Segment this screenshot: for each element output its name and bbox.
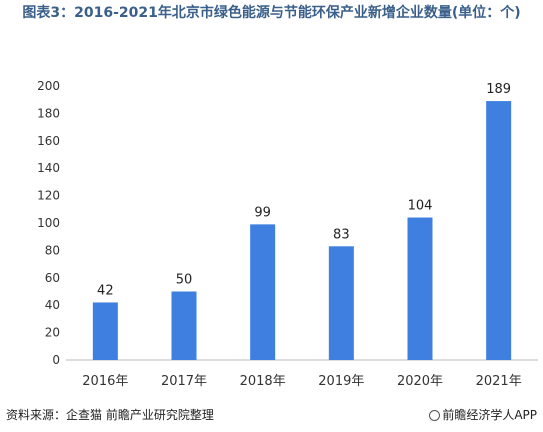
brand-logo-icon	[429, 410, 441, 421]
data-label: 50	[176, 273, 193, 288]
bar	[486, 101, 512, 360]
bar	[250, 224, 276, 360]
y-tick-label: 40	[45, 298, 60, 312]
y-tick-label: 140	[37, 161, 60, 175]
y-tick-label: 160	[37, 134, 60, 148]
bar	[328, 246, 354, 360]
chart-title: 图表3：2016-2021年北京市绿色能源与节能环保产业新增企业数量(单位：个)	[22, 5, 521, 21]
y-tick-label: 60	[45, 271, 60, 285]
y-tick-label: 180	[37, 106, 60, 120]
x-tick-label: 2016年	[82, 374, 128, 389]
brand-label: 前瞻经济学人APP	[429, 406, 537, 423]
brand-name: 前瞻经济学人APP	[442, 408, 537, 422]
data-label: 99	[254, 205, 271, 220]
y-tick-label: 20	[45, 326, 60, 340]
x-tick-label: 2020年	[397, 374, 443, 389]
x-tick-label: 2021年	[476, 374, 522, 389]
x-tick-label: 2018年	[240, 374, 286, 389]
bar-chart: 0 20 40 60 80 100 120 140 160 180 200 42 2016年 50 2017…	[37, 79, 538, 389]
bar	[92, 302, 118, 360]
bar	[171, 291, 197, 360]
data-label: 83	[333, 227, 350, 242]
y-tick-label: 80	[45, 243, 60, 257]
data-label: 189	[486, 82, 511, 97]
y-tick-label: 200	[37, 79, 60, 93]
y-tick-label: 100	[37, 216, 60, 230]
data-label: 104	[408, 199, 433, 214]
y-tick-label: 120	[37, 189, 60, 203]
data-label: 42	[97, 283, 114, 298]
y-tick-label: 0	[52, 353, 60, 367]
x-tick-label: 2017年	[161, 374, 207, 389]
source-note: 资料来源：企查猫 前瞻产业研究院整理	[6, 408, 214, 422]
x-tick-label: 2019年	[318, 374, 364, 389]
bar	[407, 217, 433, 360]
